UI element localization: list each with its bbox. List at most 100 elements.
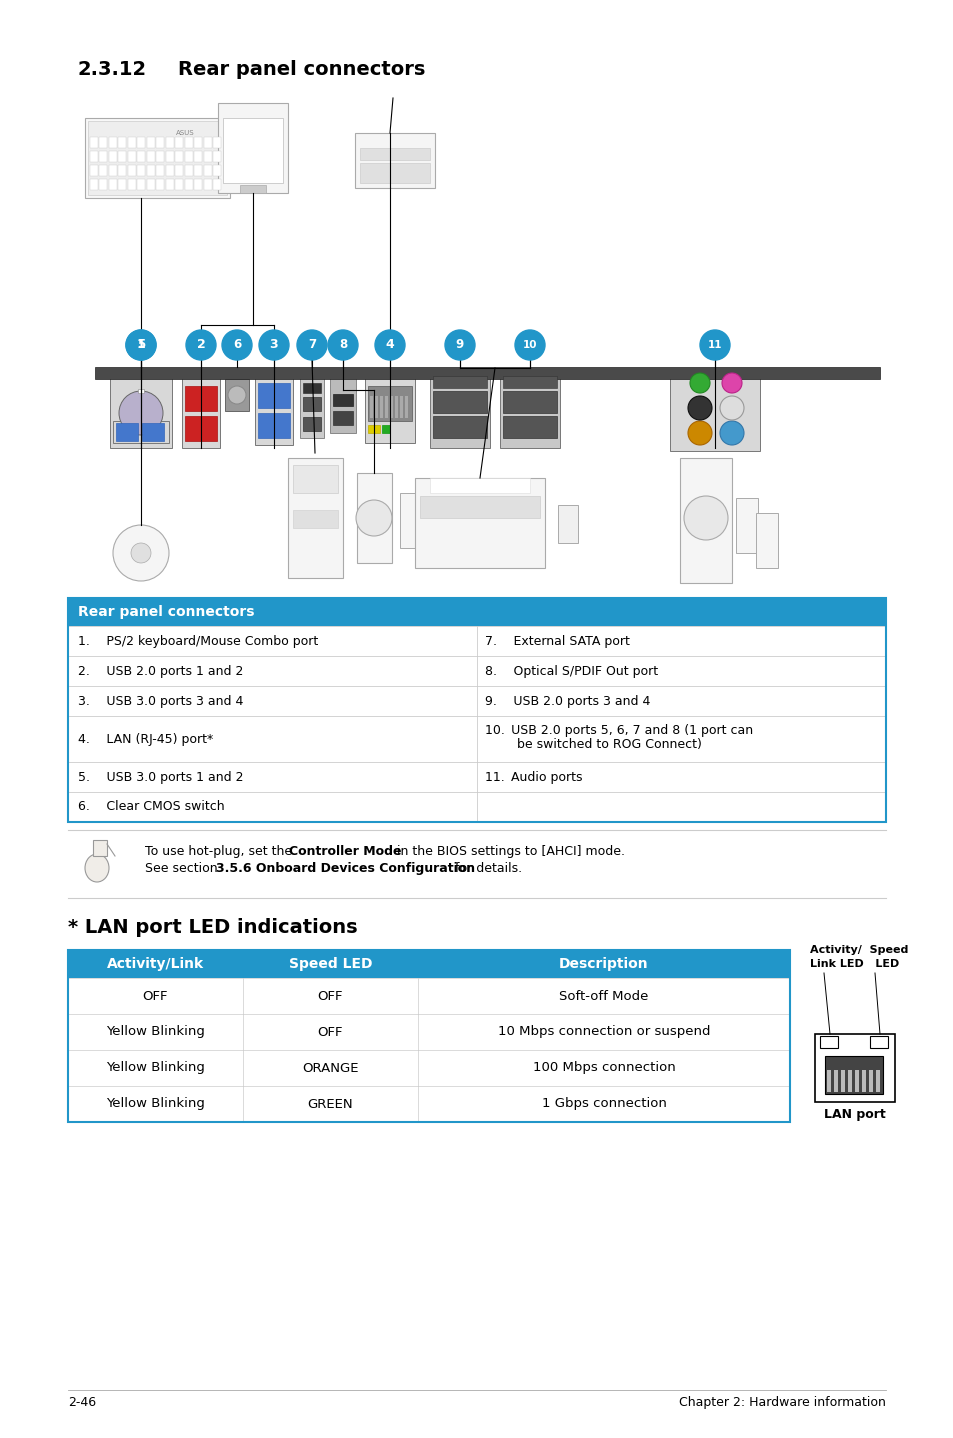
Bar [333,411,353,426]
Text: OFF: OFF [317,989,343,1002]
Circle shape [222,329,252,360]
Bar [118,165,127,175]
Bar [156,165,164,175]
Text: 8: 8 [338,338,347,351]
Bar [185,385,216,411]
Bar [68,626,885,823]
Bar [257,413,290,439]
Bar [240,186,266,193]
Bar [142,423,164,441]
Bar [502,416,557,439]
Text: Description: Description [558,958,648,971]
Text: Yellow Blinking: Yellow Blinking [106,1025,205,1038]
Bar [433,416,486,439]
Text: Chapter 2: Hardware information: Chapter 2: Hardware information [679,1396,885,1409]
Text: 7: 7 [308,338,315,351]
Text: Yellow Blinking: Yellow Blinking [106,1061,205,1074]
Bar [223,118,283,183]
Bar [99,165,108,175]
Bar [185,416,216,441]
Bar [679,457,731,582]
Text: 3.5.6 Onboard Devices Configuration: 3.5.6 Onboard Devices Configuration [215,861,475,874]
Bar [166,165,173,175]
Text: for details.: for details. [451,861,521,874]
Bar [868,1070,872,1091]
Text: 11. Audio ports: 11. Audio ports [484,771,582,784]
Bar [499,370,559,449]
Bar [433,391,486,413]
Text: * LAN port LED indications: * LAN port LED indications [68,917,357,938]
Bar [68,598,885,823]
Text: 10: 10 [522,339,537,349]
Text: 2-46: 2-46 [68,1396,96,1409]
Bar [254,370,293,444]
Text: be switched to ROG Connect): be switched to ROG Connect) [484,738,701,751]
Bar [303,383,320,393]
Text: ASUS: ASUS [175,129,194,137]
Bar [118,178,127,190]
Bar [118,137,127,148]
Bar [137,137,146,148]
Bar [854,1070,858,1091]
Bar [375,395,377,418]
Text: 3.  USB 3.0 ports 3 and 4: 3. USB 3.0 ports 3 and 4 [78,695,243,707]
Bar [333,394,353,406]
Bar [430,370,490,449]
Bar [137,151,146,162]
Text: Yellow Blinking: Yellow Blinking [106,1097,205,1110]
Bar [204,151,212,162]
Bar [293,510,337,528]
Bar [147,178,154,190]
Bar [370,395,373,418]
Bar [368,426,379,433]
Bar [194,178,202,190]
Bar [166,137,173,148]
Text: 8.  Optical S/PDIF Out port: 8. Optical S/PDIF Out port [484,664,658,677]
Text: GREEN: GREEN [308,1097,353,1110]
Bar [826,1070,830,1091]
Bar [820,1035,837,1048]
Ellipse shape [85,854,109,881]
Bar [833,1070,837,1091]
Bar [90,151,98,162]
Bar [166,178,173,190]
Text: 3: 3 [270,338,278,351]
Bar [395,395,397,418]
Bar [381,426,390,433]
Circle shape [720,395,743,420]
Bar [204,178,212,190]
Bar [156,137,164,148]
Circle shape [228,385,246,404]
Bar [415,477,544,568]
Bar [669,370,760,452]
Bar [356,473,392,564]
Bar [138,390,144,393]
Bar [365,370,415,443]
Bar [68,951,789,1122]
Bar [68,951,789,978]
Bar [368,385,412,421]
Bar [90,165,98,175]
Text: LAN port: LAN port [823,1109,885,1122]
Text: OFF: OFF [143,989,168,1002]
Bar [156,178,164,190]
Bar [109,178,117,190]
Bar [90,137,98,148]
Bar [419,496,539,518]
Bar [95,367,879,380]
Bar [390,395,393,418]
Bar [299,370,324,439]
Bar [862,1070,865,1091]
Text: 4.  LAN (RJ-45) port*: 4. LAN (RJ-45) port* [78,732,213,745]
Text: Link LED   LED: Link LED LED [809,959,899,969]
Circle shape [126,329,156,360]
Bar [755,513,778,568]
Text: Rear panel connectors: Rear panel connectors [78,605,254,618]
Bar [166,151,173,162]
Bar [137,165,146,175]
Bar [185,178,193,190]
Text: 2: 2 [196,338,205,351]
Circle shape [700,329,729,360]
Bar [175,137,183,148]
Bar [502,391,557,413]
